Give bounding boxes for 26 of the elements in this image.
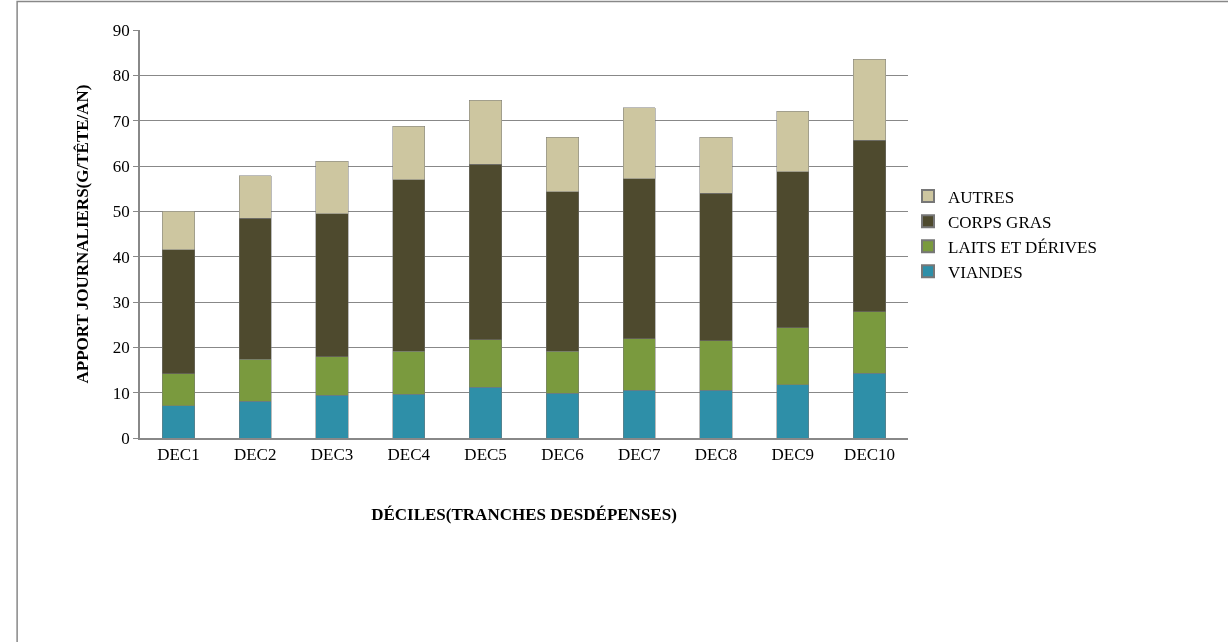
- y-tick-label: 0: [121, 428, 130, 448]
- y-tick-label: 60: [112, 156, 130, 176]
- legend-label: CORPS GRAS: [948, 212, 1052, 232]
- y-axis-title: APPORT JOURNALIERS(G/TÊTE/AN): [72, 84, 92, 384]
- x-tick-label: DEC3: [310, 445, 354, 465]
- x-tick-label: DEC8: [694, 445, 738, 465]
- x-tick-label: DEC5: [464, 445, 507, 465]
- x-tick-label: DEC7: [617, 445, 661, 465]
- legend-label: AUTRES: [948, 187, 1015, 207]
- y-tick-label: 80: [112, 66, 130, 86]
- y-tick-label: 50: [112, 202, 130, 222]
- legend-label: VIANDES: [948, 262, 1023, 282]
- legend-label: LAITS ET DÉRIVES: [948, 237, 1097, 257]
- x-tick-label: DEC4: [387, 445, 431, 465]
- x-tick-label: DEC6: [541, 445, 584, 465]
- y-tick-label: 90: [112, 20, 130, 40]
- y-tick-label: 20: [112, 338, 130, 358]
- y-tick-label: 30: [112, 292, 130, 312]
- y-tick-label: 10: [112, 383, 130, 403]
- x-tick-label: DEC1: [157, 445, 200, 465]
- y-tick-label: 70: [112, 111, 130, 131]
- x-tick-label: DEC2: [233, 445, 277, 465]
- x-axis-title: DÉCILES(TRANCHES DESDÉPENSES): [371, 505, 677, 525]
- x-tick-label: DEC9: [771, 445, 815, 465]
- y-tick-label: 40: [112, 247, 130, 267]
- x-tick-label: DEC10: [844, 445, 896, 465]
